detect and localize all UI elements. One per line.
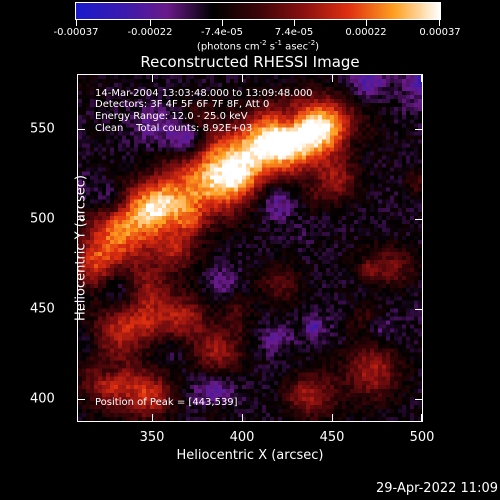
y-tick [78,129,85,130]
colorbar-tick [439,20,440,26]
plot-frame [77,74,423,422]
colorbar-tick-label: 0.00037 [419,27,461,38]
x-tick [152,414,153,421]
x-tick-label: 400 [229,430,255,445]
x-tick-label: 500 [409,430,435,445]
y-tick-label: 400 [30,391,55,407]
x-tick-label: 450 [319,430,345,445]
y-tick [415,129,422,130]
y-tick [415,309,422,310]
colorbar-tick-label: -7.4e-05 [201,27,243,38]
x-axis-title: Heliocentric X (arcsec) [176,448,324,463]
info-counts: Clean Total counts: 8.92E+03 [95,123,253,134]
footer-timestamp: 29-Apr-2022 11:09 [376,481,498,496]
colorbar-tick [76,20,77,26]
x-tick-label: 350 [139,430,165,445]
colorbar-gradient [76,3,440,19]
colorbar-tick-label: -0.00022 [127,27,173,38]
x-tick [242,75,243,82]
heatmap-image [78,75,422,421]
info-detectors: Detectors: 3F 4F 5F 6F 7F 8F, Att 0 [95,99,270,110]
y-tick [78,399,85,400]
y-tick [415,219,422,220]
colorbar-tick [294,20,295,26]
y-tick-label: 450 [30,301,55,317]
info-peak-position: Position of Peak = [443,539] [95,397,238,408]
colorbar-tick [150,20,151,26]
x-tick [152,75,153,82]
y-axis-title: Heliocentric Y (arcsec) [73,175,89,321]
y-tick [415,399,422,400]
y-tick-label: 550 [30,121,55,137]
colorbar-tick [222,20,223,26]
x-tick [421,75,422,82]
colorbar-unit-label: (photons cm-2 s-1 asec-2) [196,39,320,53]
colorbar-tick-label: 7.4e-05 [274,27,314,38]
colorbar-tick-label: 0.00022 [345,27,387,38]
x-tick [332,75,333,82]
info-energy-range: Energy Range: 12.0 - 25.0 keV [95,111,248,122]
colorbar-frame [75,2,441,20]
colorbar-tick [366,20,367,26]
x-tick [421,414,422,421]
info-time-range: 14-Mar-2004 13:03:48.000 to 13:09:48.000 [95,88,313,99]
y-tick [78,219,85,220]
y-tick-label: 500 [30,211,55,227]
x-tick [242,414,243,421]
x-tick [332,414,333,421]
y-tick [78,309,85,310]
chart-title: Reconstructed RHESSI Image [140,53,360,71]
colorbar-tick-label: -0.00037 [53,27,99,38]
